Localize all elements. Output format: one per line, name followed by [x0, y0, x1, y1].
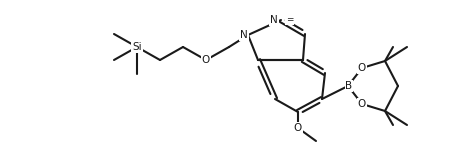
Text: N: N: [270, 15, 278, 25]
Text: N: N: [240, 30, 248, 40]
Text: Si: Si: [132, 42, 142, 52]
Text: O: O: [358, 63, 366, 73]
Text: B: B: [346, 81, 353, 91]
Text: =: =: [286, 15, 294, 25]
Text: O: O: [294, 123, 302, 133]
Text: O: O: [202, 55, 210, 65]
Text: O: O: [358, 99, 366, 109]
